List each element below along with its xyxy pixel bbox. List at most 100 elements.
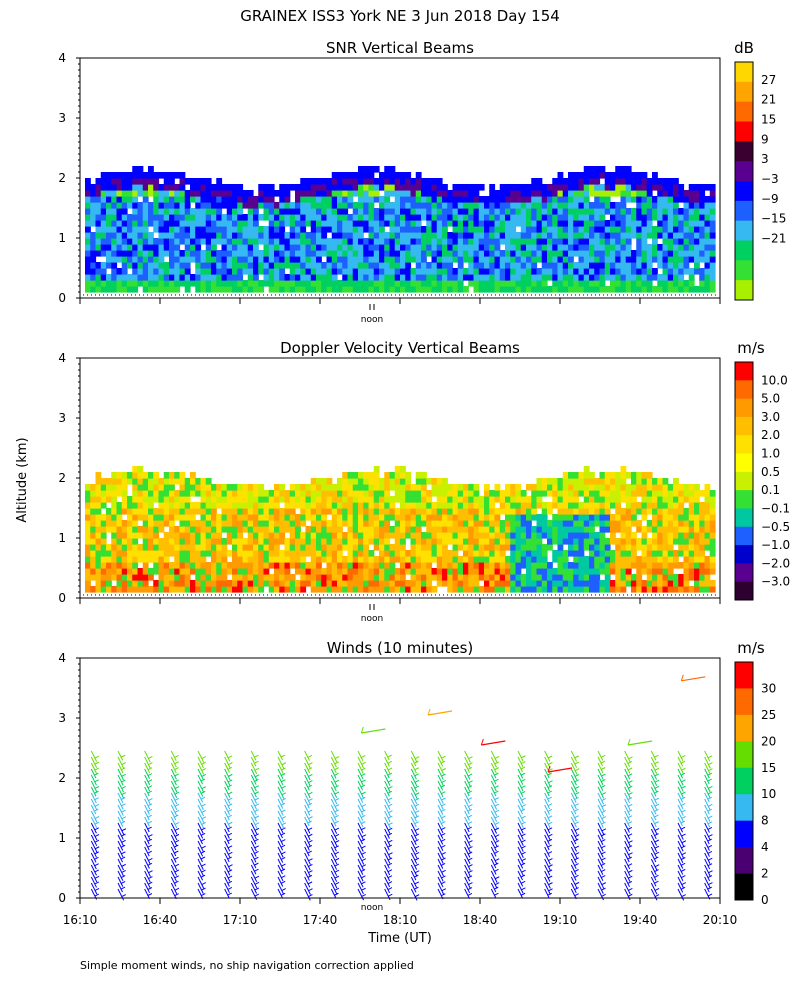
heat-cell xyxy=(541,232,548,239)
heat-cell xyxy=(85,238,91,245)
heat-cell xyxy=(195,262,202,269)
heat-cell xyxy=(709,202,716,209)
heat-cell xyxy=(279,526,286,533)
heat-cell xyxy=(300,178,307,185)
heat-cell xyxy=(442,184,448,191)
heat-cell xyxy=(615,508,622,515)
heat-cell xyxy=(646,526,653,533)
heat-cell xyxy=(310,244,317,251)
heat-cell xyxy=(211,220,217,227)
heat-cell xyxy=(200,256,207,263)
wind-barb-flag xyxy=(254,803,260,807)
wind-barb xyxy=(224,804,231,816)
heat-cell xyxy=(368,574,375,581)
heat-cell xyxy=(562,472,569,479)
heat-cell xyxy=(599,550,606,557)
heat-cell xyxy=(221,202,228,209)
heat-cell xyxy=(641,274,648,281)
wind-barb xyxy=(90,834,98,847)
heat-cell xyxy=(583,208,590,215)
wind-barb-flag xyxy=(201,768,206,771)
heat-cell xyxy=(137,550,144,557)
heat-cell xyxy=(295,274,301,281)
heat-cell xyxy=(242,226,249,233)
wind-barb-flag xyxy=(94,797,99,801)
heat-cell xyxy=(526,586,532,593)
heat-cell xyxy=(263,502,270,509)
wind-barb-flag xyxy=(148,762,153,765)
heat-cell xyxy=(578,556,585,563)
heat-cell xyxy=(694,580,700,587)
heat-cell xyxy=(415,172,422,179)
heat-cell xyxy=(295,256,301,263)
heat-cell xyxy=(127,574,133,581)
heat-cell xyxy=(352,190,359,197)
heat-cell xyxy=(132,562,139,569)
heat-cell xyxy=(578,196,585,203)
heat-cell xyxy=(625,262,632,269)
heat-cell xyxy=(410,184,417,191)
heat-cell xyxy=(415,556,422,563)
heat-cell xyxy=(694,184,700,191)
heat-cell xyxy=(195,484,202,491)
heat-cell xyxy=(673,232,679,239)
heat-cell xyxy=(625,484,632,491)
heat-cell xyxy=(421,190,427,197)
wind-barb-flag xyxy=(174,803,180,807)
heat-cell xyxy=(657,502,664,509)
heat-cell xyxy=(190,580,196,587)
heat-cell xyxy=(137,490,144,497)
heat-cell xyxy=(510,268,517,275)
wind-barb xyxy=(277,882,285,895)
heat-cell xyxy=(190,568,196,575)
heat-cell xyxy=(394,244,401,251)
heat-cell xyxy=(326,526,333,533)
heat-cell xyxy=(310,214,317,221)
heat-cell xyxy=(421,214,427,221)
heat-cell xyxy=(442,568,448,575)
heat-cell xyxy=(132,520,139,527)
heat-cell xyxy=(589,478,595,485)
heat-cell xyxy=(447,502,454,509)
heat-cell xyxy=(268,232,275,239)
heat-cell xyxy=(121,184,128,191)
heat-cell xyxy=(284,556,291,563)
heat-cell xyxy=(90,568,97,575)
heat-cell xyxy=(347,184,354,191)
heat-cell xyxy=(400,196,406,203)
heat-cell xyxy=(142,196,149,203)
heat-cell xyxy=(541,190,548,197)
heat-cell xyxy=(342,586,349,593)
wind-barb-flag xyxy=(147,893,153,896)
heat-cell xyxy=(352,484,359,491)
heat-cell xyxy=(400,190,406,197)
heat-cell xyxy=(226,262,233,269)
heat-cell xyxy=(562,274,569,281)
heat-cell xyxy=(405,214,412,221)
heat-cell xyxy=(673,238,679,245)
heat-cell xyxy=(604,202,611,209)
heat-cell xyxy=(174,532,181,539)
heat-cell xyxy=(232,526,238,533)
heat-cell xyxy=(673,496,679,503)
heat-cell xyxy=(279,574,286,581)
heat-cell xyxy=(620,244,627,251)
heat-cell xyxy=(142,562,149,569)
wind-barb xyxy=(224,756,231,769)
heat-cell xyxy=(331,268,338,275)
heat-cell xyxy=(389,286,396,293)
heat-cell xyxy=(646,580,653,587)
heat-cell xyxy=(562,256,569,263)
heat-cell xyxy=(242,238,249,245)
heat-cell xyxy=(520,256,527,263)
heat-cell xyxy=(457,556,464,563)
heat-cell xyxy=(342,172,349,179)
heat-cell xyxy=(363,562,370,569)
wind-barb xyxy=(144,810,150,821)
wind-barb xyxy=(330,864,338,876)
heat-cell xyxy=(305,568,312,575)
heat-cell xyxy=(111,202,118,209)
heat-cell xyxy=(216,256,223,263)
heat-cell xyxy=(610,238,616,245)
heat-cell xyxy=(599,238,606,245)
